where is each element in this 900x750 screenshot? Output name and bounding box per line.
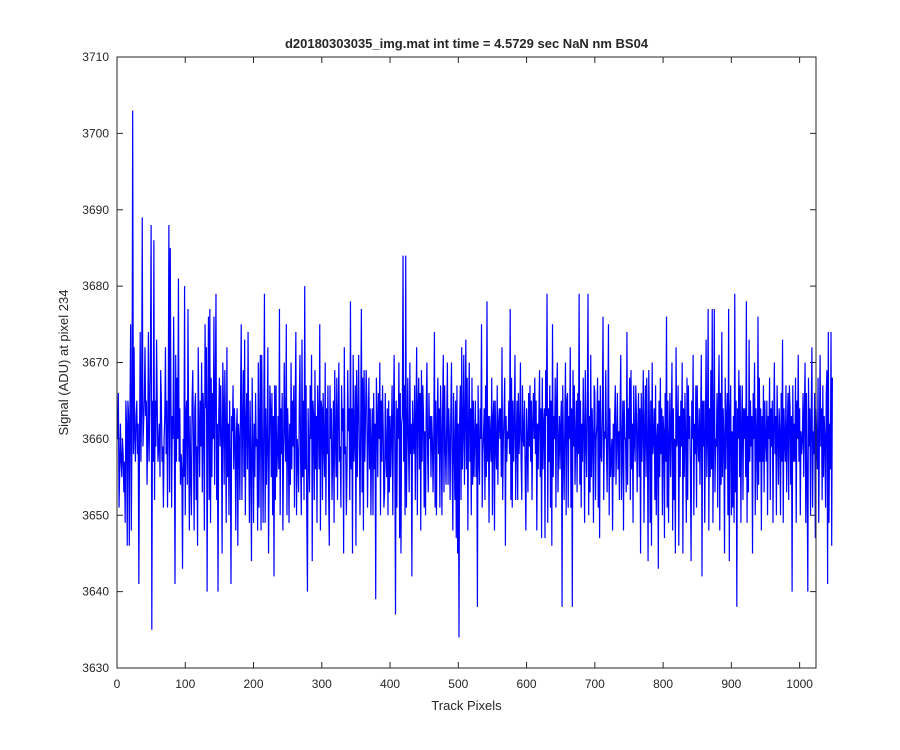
y-tick-label: 3670: [82, 356, 109, 370]
y-tick-label: 3640: [82, 585, 109, 599]
signal-series-line: [117, 110, 833, 638]
x-tick-label: 100: [175, 677, 195, 691]
x-tick-label: 700: [585, 677, 605, 691]
x-tick-label: 600: [517, 677, 537, 691]
x-tick-label: 800: [653, 677, 673, 691]
axes-box: [116, 56, 817, 669]
x-tick-label: 500: [448, 677, 468, 691]
y-tick-label: 3650: [82, 508, 109, 522]
x-tick-label: 300: [312, 677, 332, 691]
y-tick-label: 3690: [82, 203, 109, 217]
x-axis-ticks: 0 100 200 300 400 500 600 700 800 900 1000: [114, 57, 813, 691]
y-tick-label: 3680: [82, 279, 109, 293]
y-tick-label: 3710: [82, 50, 109, 64]
x-tick-label: 200: [244, 677, 264, 691]
y-tick-label: 3660: [82, 432, 109, 446]
x-tick-label: 400: [380, 677, 400, 691]
x-tick-label: 900: [721, 677, 741, 691]
x-tick-label: 0: [114, 677, 121, 691]
chart-title: d20180303035_img.mat int time = 4.5729 s…: [285, 36, 649, 51]
y-tick-label: 3700: [82, 126, 109, 140]
y-axis-label: Signal (ADU) at pixel 234: [56, 290, 71, 436]
x-axis-label: Track Pixels: [431, 698, 502, 713]
x-tick-label: 1000: [786, 677, 813, 691]
y-tick-label: 3630: [82, 661, 109, 675]
